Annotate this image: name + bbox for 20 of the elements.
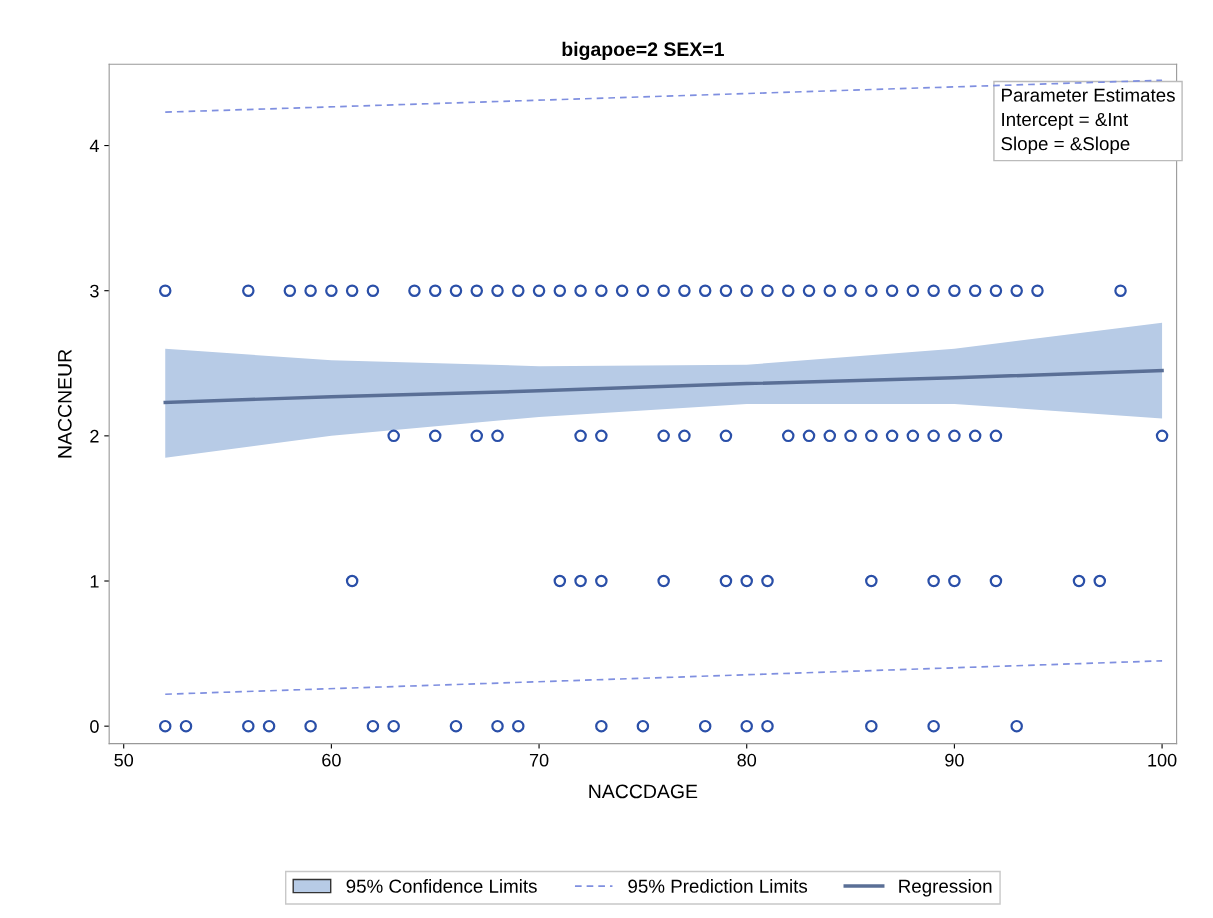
legend-label: Regression (899, 879, 992, 897)
legend-label: 95% Prediction Limits (628, 879, 808, 893)
x-tick-label: 90 (945, 753, 964, 767)
annotation: Intercept = &Int (1002, 112, 1129, 130)
x-tick-label: 80 (737, 753, 757, 767)
annotation: Slope = &Slope (1001, 136, 1130, 155)
x-tick-label: 70 (529, 753, 549, 767)
y-axis-title: NACCNEUR (57, 349, 72, 458)
x-axis-title: NACCDAGE (589, 784, 698, 799)
x-tick-label: 50 (114, 753, 134, 767)
y-tick-label: 1 (90, 575, 99, 588)
y-tick-label: 0 (90, 720, 99, 733)
x-tick-label: 60 (322, 753, 341, 767)
y-tick-label: 2 (90, 429, 99, 443)
chart-title: bigapoe=2 SEX=1 (562, 41, 724, 61)
legend-label: 95% Confidence Limits (346, 879, 537, 893)
y-tick-label: 4 (89, 139, 99, 153)
x-tick-label: 100 (1148, 753, 1177, 767)
y-tick-label: 3 (90, 284, 99, 298)
annotation: Parameter Estimates (1002, 88, 1175, 102)
